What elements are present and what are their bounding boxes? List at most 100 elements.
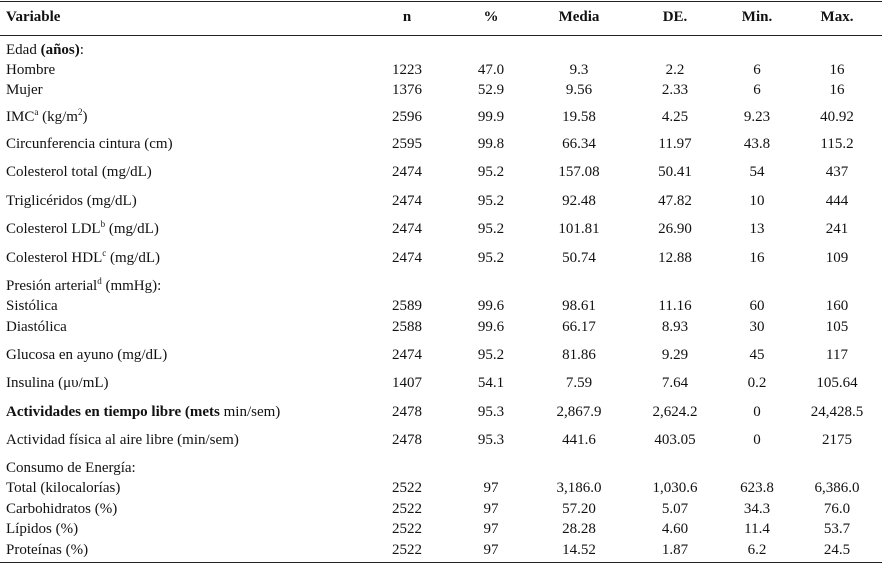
table-row: Hombre 1223 47.0 9.3 2.2 6 16 [0, 60, 882, 80]
table-cell: 53.7 [823, 521, 851, 537]
table-row: Circunferencia cintura (cm) 2595 99.8 66.34… [0, 134, 882, 154]
row-label-text: Colesterol total (mg/dL) [6, 164, 152, 180]
table-cell: 97 [483, 501, 499, 517]
table-row: Glucosa en ayuno (mg/dL) 2474 95.2 81.86 9.2… [0, 345, 882, 365]
table-cell: 9.3 [569, 62, 589, 78]
row-label-text: Colesterol LDL [6, 221, 101, 237]
table-cell: 10 [749, 193, 765, 209]
table-cell: 99.6 [477, 319, 505, 335]
table-cell: 9.29 [661, 347, 689, 363]
table-cell: 11.16 [658, 298, 692, 314]
table-row: Lípidos (%) 2522 97 28.28 4.60 11.4 53.7 [0, 519, 882, 539]
table-cell: 95.2 [477, 250, 505, 266]
row-label-superscript: c [102, 248, 107, 258]
table-cell: 2522 [392, 480, 422, 496]
table-cell: 1.87 [661, 542, 689, 558]
row-label-suffix: min/sem) [219, 404, 281, 420]
row-label: Colesterol total (mg/dL) [6, 162, 426, 182]
header-max: Max. [820, 9, 854, 25]
table-cell: 11.97 [658, 136, 692, 152]
table-cell: 8.93 [661, 319, 689, 335]
table-cell: 76.0 [823, 501, 851, 517]
table-cell: 45 [749, 347, 765, 363]
table-cell: 109 [825, 250, 849, 266]
table-cell: 66.17 [562, 319, 596, 335]
table-cell: 95.2 [477, 164, 505, 180]
row-label-text: IMC [6, 109, 35, 125]
table-cell: 99.9 [477, 109, 505, 125]
table-cell: 101.81 [558, 221, 600, 237]
table-cell: 2478 [392, 404, 422, 420]
row-label: Lípidos (%) [6, 519, 426, 539]
table-row: Triglicéridos (mg/dL) 2474 95.2 92.48 47.82 1… [0, 191, 882, 211]
table-cell: 2522 [392, 521, 422, 537]
table-cell: 160 [825, 298, 849, 314]
table-cell: 50.74 [562, 250, 596, 266]
table-row: Colesterol HDLc (mg/dL) 2474 95.2 50.74 12.8… [0, 248, 882, 268]
table-cell: 66.34 [562, 136, 596, 152]
table-row: Sistólica 2589 99.6 98.61 11.16 60 160 [0, 296, 882, 316]
table-cell: 97 [483, 542, 499, 558]
row-label-bold: (años) [40, 42, 80, 58]
table-cell: 4.25 [661, 109, 689, 125]
table-cell: 19.58 [562, 109, 596, 125]
table-cell: 2522 [392, 501, 422, 517]
row-label-text: Circunferencia cintura (cm) [6, 136, 173, 152]
table-cell: 28.28 [562, 521, 596, 537]
table-cell: 99.8 [477, 136, 505, 152]
table-cell: 57.20 [562, 501, 596, 517]
table-cell: 3,186.0 [556, 480, 602, 496]
table-row: Proteínas (%) 2522 97 14.52 1.87 6.2 24.5 [0, 540, 882, 560]
row-label: Actividad física al aire libre (min/sem) [6, 430, 426, 450]
table-cell: 0.2 [747, 375, 767, 391]
table-cell: 241 [825, 221, 849, 237]
table-top-rule [0, 1, 882, 2]
table-cell: 9.56 [565, 82, 593, 98]
row-label-suffix: : [79, 42, 84, 58]
table-cell: 623.8 [740, 480, 774, 496]
table-cell: 1407 [392, 375, 422, 391]
row-label-text: Carbohidratos (%) [6, 501, 118, 517]
table-cell: 115.2 [820, 136, 854, 152]
table-cell: 30 [749, 319, 765, 335]
table-cell: 7.59 [565, 375, 593, 391]
row-label-text: Triglicéridos (mg/dL) [6, 193, 137, 209]
table-row: Colesterol LDLb (mg/dL) 2474 95.2 101.81 26.… [0, 219, 882, 239]
table-cell: 12.88 [658, 250, 692, 266]
table-cell: 95.3 [477, 432, 505, 448]
row-label-text: Diastólica [6, 319, 67, 335]
table-cell: 403.05 [654, 432, 696, 448]
table-cell: 2474 [392, 221, 422, 237]
table-cell: 98.61 [562, 298, 596, 314]
table-cell: 99.6 [477, 298, 505, 314]
row-label-suffix: ) [82, 109, 88, 125]
table-header-rule [0, 35, 882, 36]
table-row: Colesterol total (mg/dL) 2474 95.2 157.08 50… [0, 162, 882, 182]
row-label-superscript: d [97, 276, 102, 286]
table-cell: 2588 [392, 319, 422, 335]
header-variable: Variable [6, 9, 61, 25]
row-label-text: Mujer [6, 82, 43, 98]
header-de: DE. [662, 9, 688, 25]
row-label-superscript: a [34, 107, 39, 117]
row-label-suffix: (mg/dL) [105, 221, 159, 237]
table-cell: 95.3 [477, 404, 505, 420]
table-cell: 16 [829, 62, 845, 78]
table-cell: 97 [483, 521, 499, 537]
table-cell: 2596 [392, 109, 422, 125]
table-cell: 2589 [392, 298, 422, 314]
header-n: n [402, 9, 412, 25]
row-label: Sistólica [6, 296, 426, 316]
row-label-text: Insulina (μυ/mL) [6, 375, 109, 391]
table-row: Presión arteriald (mmHg): [0, 276, 882, 296]
row-label: Diastólica [6, 317, 426, 337]
table-cell: 11.4 [744, 521, 770, 537]
table-row: Actividades en tiempo libre (mets min/se… [0, 402, 882, 422]
table-cell: 24.5 [823, 542, 851, 558]
row-label-text: Glucosa en ayuno (mg/dL) [6, 347, 168, 363]
table-row: IMCa (kg/m2) 2596 99.9 19.58 4.25 9.23 40.92 [0, 107, 882, 127]
table-cell: 40.92 [820, 109, 854, 125]
row-label: Colesterol HDLc (mg/dL) [6, 248, 426, 268]
row-label-superscript: b [100, 219, 106, 229]
